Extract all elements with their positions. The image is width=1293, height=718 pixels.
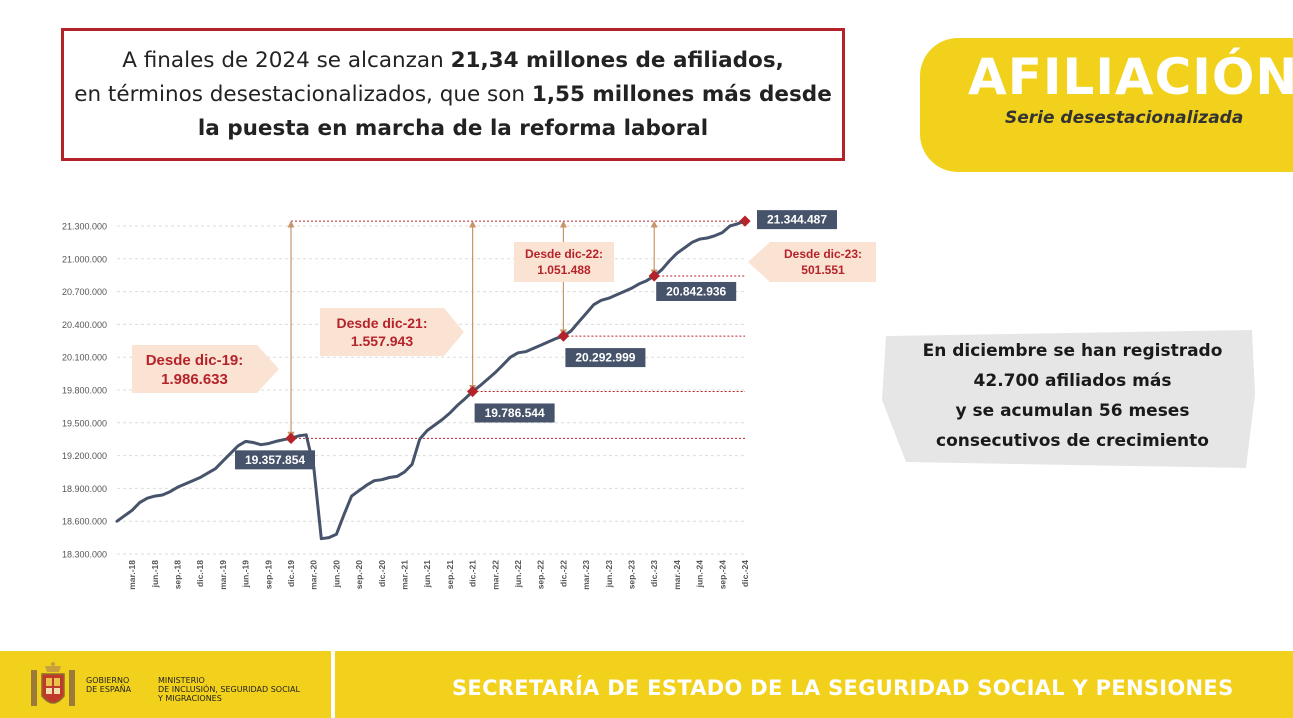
callout-value: 1.557.943 bbox=[351, 333, 413, 349]
x-tick-label: jun.-20 bbox=[331, 560, 341, 589]
y-tick-label: 21.000.000 bbox=[62, 254, 107, 264]
y-tick-label: 20.400.000 bbox=[62, 320, 107, 330]
footer-divider bbox=[331, 651, 335, 718]
value-label: 19.786.544 bbox=[485, 406, 545, 420]
y-tick-label: 21.300.000 bbox=[62, 222, 107, 232]
y-tick-label: 20.100.000 bbox=[62, 353, 107, 363]
x-tick-label: mar.-20 bbox=[309, 560, 319, 590]
note-line: y se acumulan 56 meses bbox=[955, 401, 1190, 421]
callout-value: 1.986.633 bbox=[161, 371, 228, 388]
x-tick-label: mar.-19 bbox=[218, 560, 228, 590]
y-tick-label: 18.600.000 bbox=[62, 517, 107, 527]
x-tick-label: jun.-19 bbox=[241, 560, 251, 589]
headline-highlight: la puesta en marcha de la reforma labora… bbox=[197, 115, 709, 141]
data-marker bbox=[739, 215, 751, 227]
data-marker bbox=[466, 385, 479, 398]
secretaria-title: SECRETARÍA DE ESTADO DE LA SEGURIDAD SOC… bbox=[452, 676, 1234, 700]
data-marker bbox=[285, 432, 297, 444]
x-tick-label: sep.-21 bbox=[445, 560, 455, 590]
x-tick-label: mar.-24 bbox=[672, 560, 682, 590]
section-subtitle: Serie desestacionalizada bbox=[1005, 108, 1244, 128]
headline-box: A finales de 2024 se alcanzan 21,34 mill… bbox=[61, 28, 845, 161]
x-tick-label: mar.-21 bbox=[400, 560, 410, 590]
section-title: AFILIACIÓN bbox=[968, 48, 1293, 106]
value-label: 21.344.487 bbox=[767, 213, 827, 227]
headline-highlight: 21,34 millones de afiliados, bbox=[450, 47, 784, 73]
x-tick-label: mar.-22 bbox=[490, 560, 500, 590]
data-marker bbox=[557, 330, 570, 342]
headline-line-1: A finales de 2024 se alcanzan 21,34 mill… bbox=[122, 44, 784, 78]
x-tick-label: dic.-18 bbox=[195, 560, 205, 587]
callout-label: Desde dic-21: bbox=[336, 315, 427, 331]
x-tick-label: sep.-22 bbox=[536, 560, 546, 590]
callout-label: Desde dic-19: bbox=[146, 352, 244, 369]
coat-of-arms-icon bbox=[31, 662, 75, 706]
callout-box bbox=[514, 242, 614, 282]
x-tick-label: dic.-19 bbox=[286, 560, 296, 587]
value-label-bg bbox=[656, 281, 737, 301]
ministry-line: Y MIGRACIONES bbox=[158, 694, 222, 703]
y-tick-label: 19.800.000 bbox=[62, 386, 107, 396]
monthly-note: En diciembre se han registrado 42.700 af… bbox=[890, 336, 1255, 456]
note-line: consecutivos de crecimiento bbox=[936, 431, 1209, 451]
affiliation-chart: 18.300.000 18.600.000 18.900.000 19.200.000… bbox=[62, 210, 876, 590]
callout-label: Desde dic-22: bbox=[525, 247, 603, 261]
section-badge bbox=[920, 38, 1293, 172]
value-label-bg bbox=[757, 210, 837, 230]
x-tick-label: dic.-24 bbox=[740, 560, 750, 587]
x-tick-label: jun.-21 bbox=[422, 560, 432, 589]
ministry-line: DE INCLUSIÓN, SEGURIDAD SOCIAL bbox=[158, 685, 300, 694]
callout-value: 1.051.488 bbox=[537, 263, 591, 277]
x-tick-label: jun.-18 bbox=[150, 560, 160, 589]
footer-bar bbox=[0, 651, 1293, 718]
x-tick-label: mar.-23 bbox=[581, 560, 591, 590]
x-tick-label: dic.-21 bbox=[468, 560, 478, 587]
value-label: 19.357.854 bbox=[245, 453, 305, 467]
x-tick-label: sep.-23 bbox=[627, 560, 637, 590]
x-tick-label: jun.-23 bbox=[604, 560, 614, 589]
x-tick-label: sep.-19 bbox=[263, 560, 273, 590]
value-label: 20.842.936 bbox=[666, 284, 726, 298]
headline-highlight: 1,55 millones más desde bbox=[531, 81, 832, 107]
callout-box bbox=[132, 345, 279, 393]
headline-text: en términos desestacionalizados, que son bbox=[74, 81, 532, 107]
series-line bbox=[115, 219, 747, 541]
x-tick-label: dic.-23 bbox=[649, 560, 659, 587]
y-tick-label: 18.900.000 bbox=[62, 484, 107, 494]
y-tick-label: 18.300.000 bbox=[62, 550, 107, 560]
value-label-bg bbox=[565, 348, 646, 368]
headline-line-3: la puesta en marcha de la reforma labora… bbox=[198, 112, 708, 146]
x-tick-label: dic.-20 bbox=[377, 560, 387, 587]
note-background bbox=[882, 330, 1255, 468]
callout-box bbox=[748, 242, 876, 282]
government-label: GOBIERNO DE ESPAÑA bbox=[86, 676, 131, 694]
value-label: 20.292.999 bbox=[575, 351, 635, 365]
x-tick-label: sep.-18 bbox=[173, 560, 183, 590]
x-tick-label: jun.-22 bbox=[513, 560, 523, 589]
gov-line: GOBIERNO bbox=[86, 676, 130, 685]
callout-box bbox=[320, 308, 464, 356]
note-line: En diciembre se han registrado bbox=[922, 341, 1223, 361]
callout-label: Desde dic-23: bbox=[784, 247, 862, 261]
note-line: 42.700 afiliados más bbox=[973, 371, 1172, 391]
x-tick-label: dic.-22 bbox=[558, 560, 568, 587]
ministry-label: MINISTERIO DE INCLUSIÓN, SEGURIDAD SOCIA… bbox=[158, 676, 300, 703]
headline-line-2: en términos desestacionalizados, que son… bbox=[74, 78, 832, 112]
x-tick-label: sep.-20 bbox=[354, 560, 364, 590]
value-label-bg bbox=[474, 403, 555, 423]
value-label-bg bbox=[235, 450, 316, 470]
y-tick-label: 19.200.000 bbox=[62, 451, 107, 461]
gov-line: DE ESPAÑA bbox=[86, 685, 132, 694]
ministry-line: MINISTERIO bbox=[158, 676, 205, 685]
x-tick-label: jun.-24 bbox=[695, 560, 705, 589]
x-tick-label: sep.-24 bbox=[717, 560, 727, 590]
x-tick-label: mar.-18 bbox=[127, 560, 137, 590]
headline-text: A finales de 2024 se alcanzan bbox=[122, 47, 451, 73]
y-tick-label: 20.700.000 bbox=[62, 287, 107, 297]
y-tick-label: 19.500.000 bbox=[62, 418, 107, 428]
callout-value: 501.551 bbox=[801, 263, 845, 277]
